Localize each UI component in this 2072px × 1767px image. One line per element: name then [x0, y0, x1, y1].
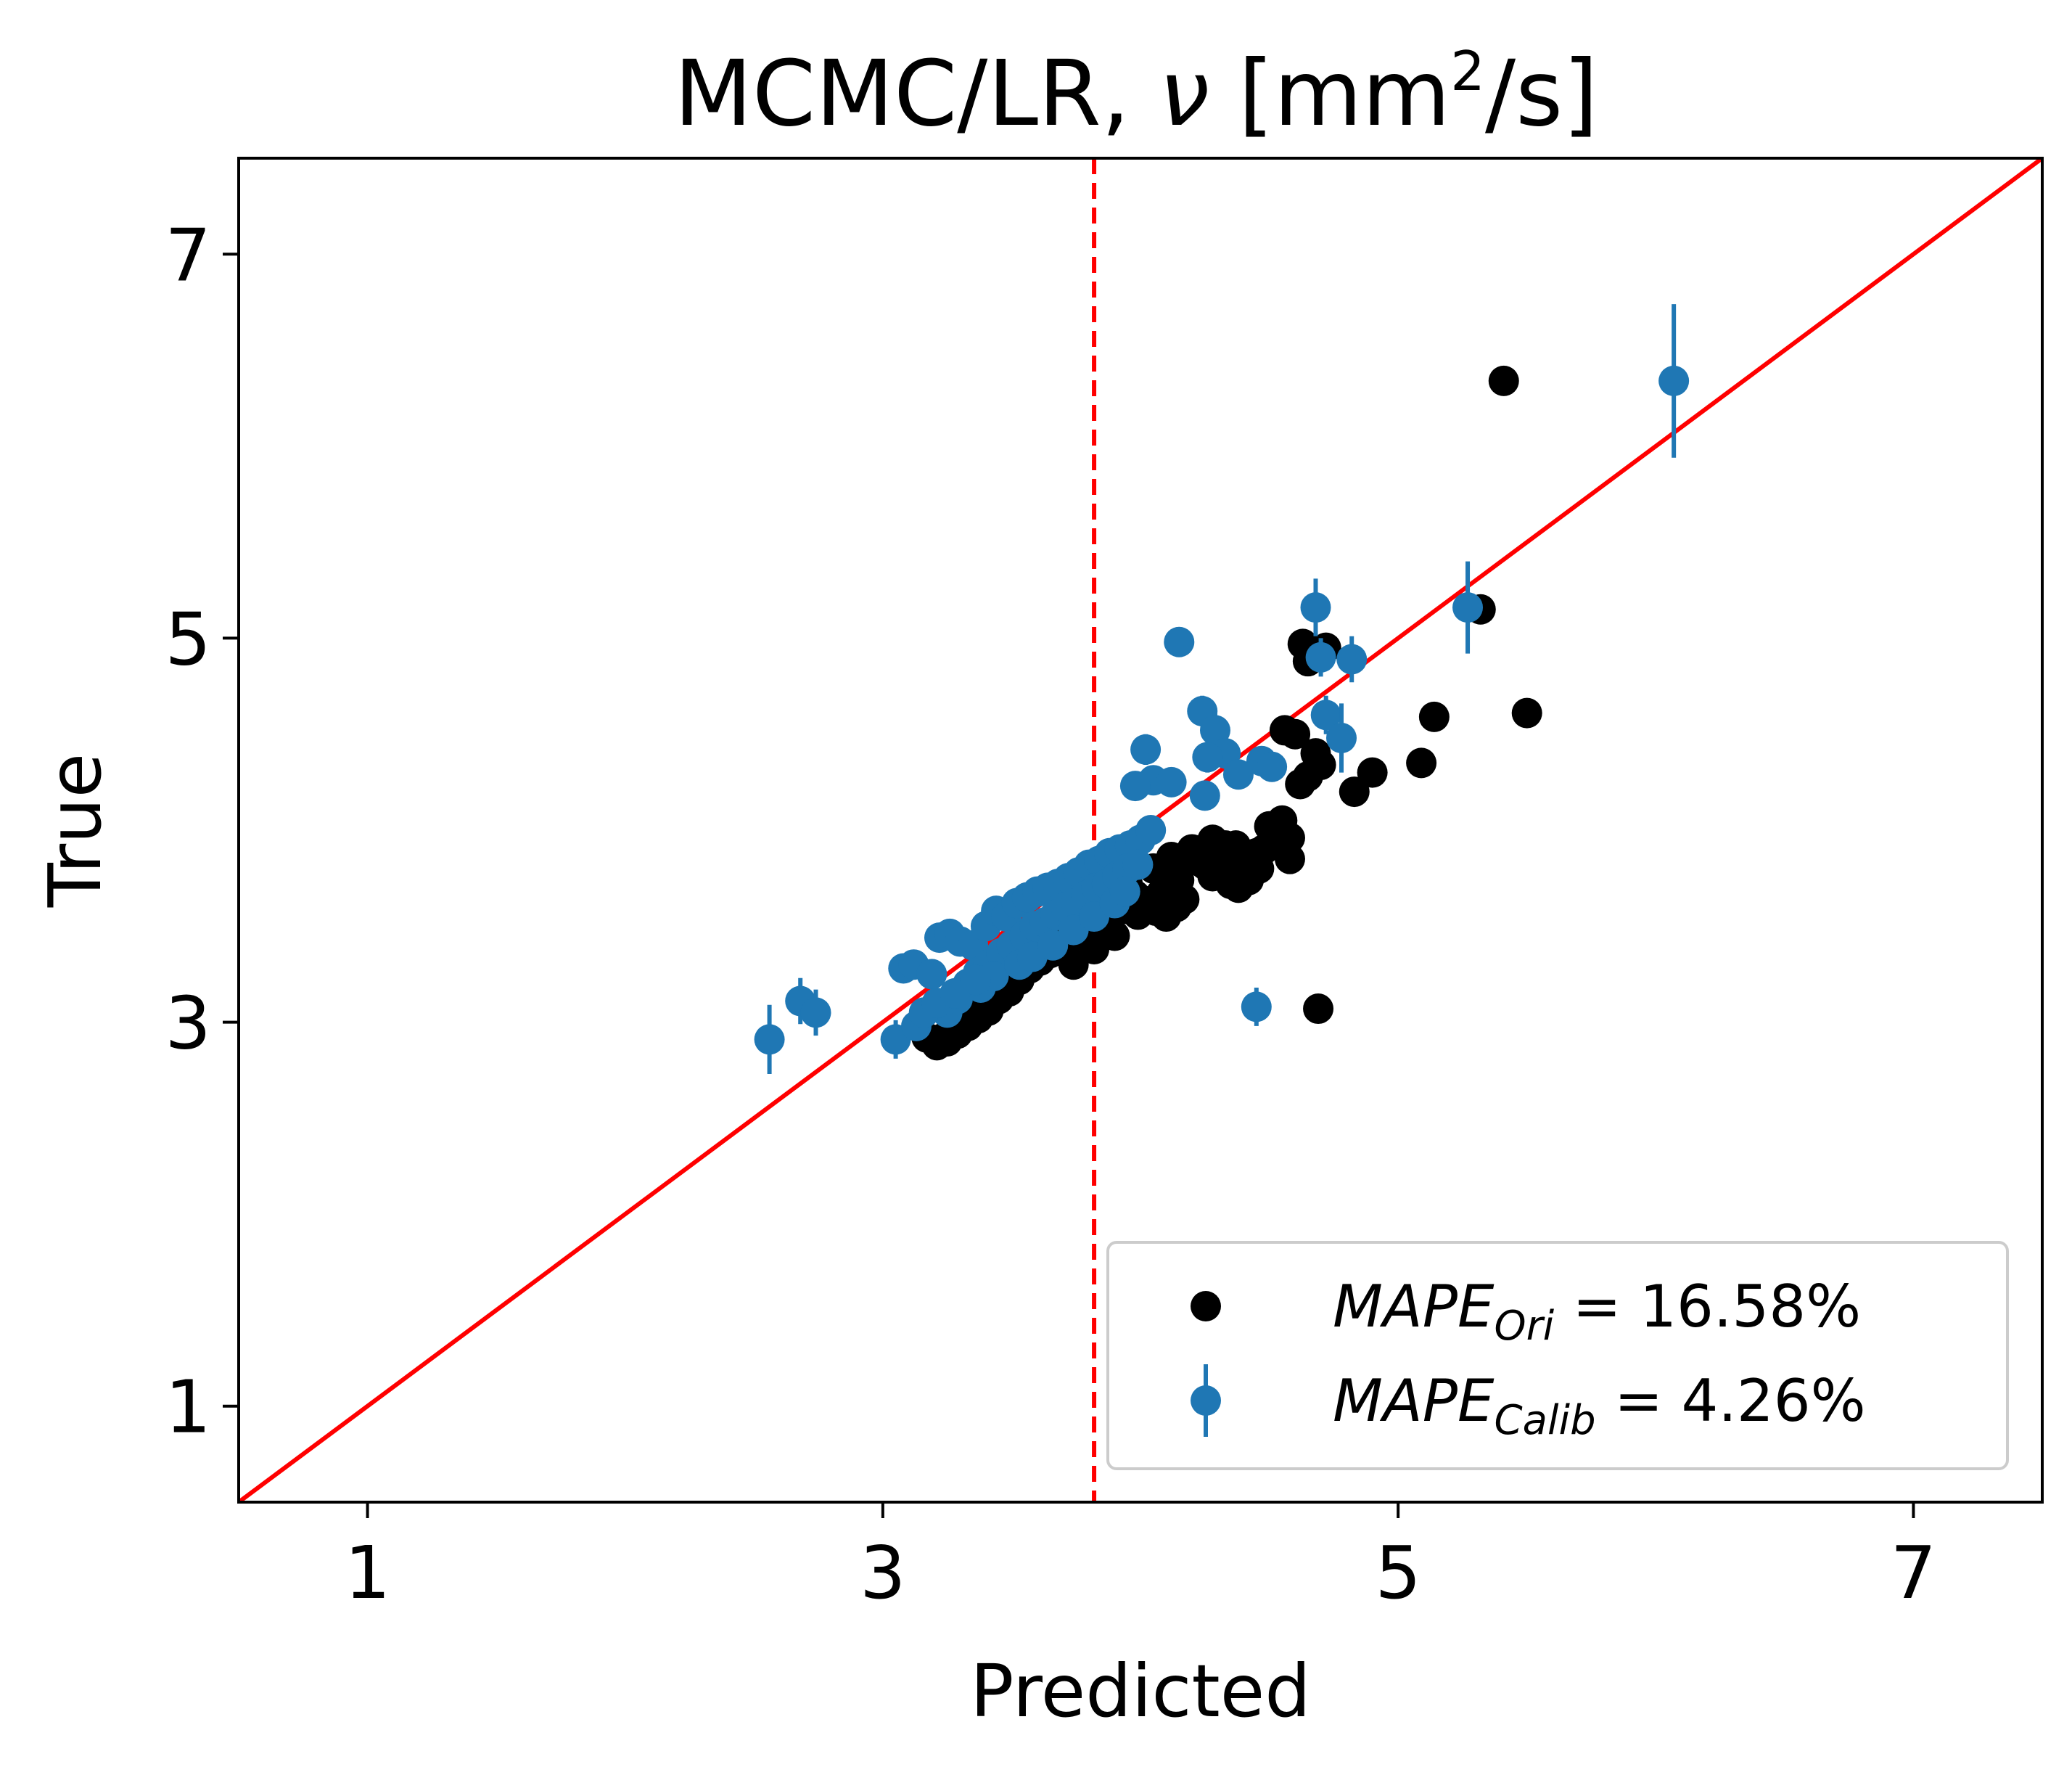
y-axis-label: True [33, 753, 118, 908]
data-point [1189, 780, 1220, 811]
data-point [1336, 644, 1368, 675]
y-tick-label: 7 [165, 213, 211, 298]
data-point [1488, 365, 1519, 396]
data-point [1406, 747, 1437, 779]
data-point [916, 959, 947, 990]
data-point [924, 1024, 955, 1055]
data-point [1357, 757, 1388, 788]
data-point [1241, 991, 1272, 1022]
data-point [1339, 776, 1370, 808]
x-axis: 1 3 5 7 [345, 1502, 1936, 1615]
data-point [1452, 592, 1484, 623]
y-tick-label: 5 [165, 596, 211, 681]
data-point [1257, 751, 1288, 782]
data-point [1130, 734, 1162, 765]
y-axis: 1 3 5 7 [165, 213, 239, 1450]
data-point [800, 997, 831, 1028]
data-point [1300, 592, 1331, 623]
legend-marker-ori [1191, 1291, 1221, 1321]
legend-marker-calib [1191, 1385, 1221, 1416]
data-marks [754, 304, 1690, 1075]
data-point [1119, 771, 1151, 802]
legend-box [1106, 1241, 2009, 1470]
data-point [1511, 697, 1542, 729]
legend: MAPEOri = 16.58% MAPECalib = 4.26% [1106, 1241, 2009, 1470]
data-point [1099, 920, 1130, 951]
data-point [1192, 742, 1223, 773]
x-tick-label: 5 [1375, 1530, 1421, 1615]
data-point [960, 964, 991, 996]
data-point [1164, 626, 1195, 657]
data-point [1305, 641, 1336, 673]
data-point [1249, 834, 1280, 865]
y-tick-label: 3 [165, 981, 211, 1066]
data-point [1228, 851, 1259, 882]
data-point [1156, 766, 1187, 798]
data-point [1222, 759, 1254, 790]
data-point [1274, 822, 1305, 853]
chart-title: MCMC/LR, ν [mm2/s] [674, 39, 1598, 147]
x-tick-label: 3 [860, 1530, 906, 1615]
x-tick-label: 7 [1891, 1530, 1937, 1615]
data-point [1122, 899, 1154, 930]
data-point [1418, 701, 1450, 732]
plot-content [239, 158, 2042, 1502]
data-point [1109, 876, 1140, 907]
y-tick-label: 1 [165, 1365, 211, 1450]
data-point [754, 1024, 785, 1055]
legend-label-ori: MAPEOri = 16.58% [1333, 1273, 1861, 1350]
data-point [1122, 849, 1154, 880]
data-point [1135, 815, 1167, 845]
data-point [1269, 715, 1300, 746]
series-calib [754, 304, 1690, 1075]
x-axis-label: Predicted [970, 1649, 1310, 1734]
data-point [1285, 768, 1316, 800]
data-point [1199, 715, 1230, 746]
data-point [1300, 738, 1331, 769]
data-point [1658, 365, 1690, 396]
data-point [1164, 864, 1195, 895]
data-point [1303, 993, 1334, 1025]
data-point [1310, 700, 1341, 731]
data-point [1326, 723, 1357, 754]
legend-label-calib: MAPECalib = 4.26% [1333, 1367, 1866, 1444]
plot-frame [237, 157, 2044, 1504]
x-tick-label: 1 [345, 1530, 391, 1615]
